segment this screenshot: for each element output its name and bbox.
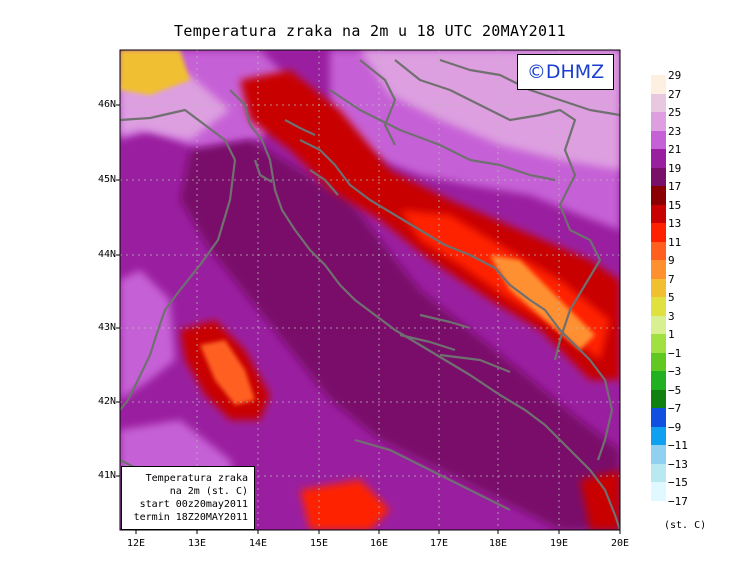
colorbar-swatch xyxy=(651,241,666,260)
colorbar-swatch xyxy=(651,204,666,223)
colorbar-label: 3 xyxy=(668,309,675,323)
colorbar-label: 11 xyxy=(668,235,682,249)
colorbar-label: 1 xyxy=(668,328,675,341)
x-tick-13e: 13E xyxy=(187,538,207,549)
x-tick-20e: 20E xyxy=(610,538,630,549)
graticule xyxy=(120,50,620,530)
colorbar-label: 25 xyxy=(668,106,682,119)
colorbar-swatch xyxy=(651,167,666,186)
south-east-hot-spot xyxy=(580,470,620,530)
colorbar-label: 19 xyxy=(668,161,682,175)
colorbar-swatch xyxy=(651,334,666,353)
colorbar-swatch xyxy=(651,482,666,501)
colorbar-swatch xyxy=(651,389,666,408)
y-tick-46n: 46N xyxy=(97,99,116,110)
y-tick-44n: 44N xyxy=(97,249,116,260)
colorbar-label: 29 xyxy=(668,69,682,82)
colorbar-swatch xyxy=(651,278,666,297)
dhmz-credit: ©DHMZ xyxy=(517,54,614,90)
x-tick-17e: 17E xyxy=(429,538,449,549)
y-tick-42n: 42N xyxy=(97,396,116,407)
x-tick-19e: 19E xyxy=(549,538,569,549)
colorbar-swatch xyxy=(651,149,666,168)
x-tick-18e: 18E xyxy=(488,538,508,549)
x-tick-12e: 12E xyxy=(126,538,146,549)
italy-hot-core xyxy=(200,340,255,405)
coastlines-and-borders xyxy=(120,58,620,530)
colorbar-swatch xyxy=(651,260,666,279)
colorbar-label: −11 xyxy=(668,439,688,452)
info-line-units: na 2m (st. C) xyxy=(169,486,248,497)
info-line-termin: termin 18Z20MAY2011 xyxy=(133,512,248,523)
colorbar-label: −5 xyxy=(668,383,682,397)
colorbar-label: 5 xyxy=(668,291,675,304)
x-tick-14e: 14E xyxy=(248,538,268,549)
y-tick-45n: 45N xyxy=(97,174,116,185)
colorbar xyxy=(651,75,666,501)
colorbar-swatch xyxy=(651,186,666,205)
coastal-hottest xyxy=(490,255,595,350)
colorbar-label: 13 xyxy=(668,217,682,230)
south-hot-spot xyxy=(300,480,390,530)
colorbar-swatch xyxy=(651,130,666,149)
colorbar-swatch xyxy=(651,371,666,390)
colorbar-label: 17 xyxy=(668,180,682,193)
info-box: Temperatura zraka na 2m (st. C) start 00… xyxy=(121,466,255,530)
north-west-hot-corner xyxy=(120,50,190,95)
colorbar-swatch xyxy=(651,445,666,464)
colorbar-swatch xyxy=(651,93,666,112)
y-tick-43n: 43N xyxy=(97,322,116,333)
colorbar-label: 15 xyxy=(668,198,682,212)
colorbar-label: 27 xyxy=(668,87,682,101)
colorbar-swatch xyxy=(651,463,666,482)
colorbar-label: −9 xyxy=(668,420,682,434)
x-tick-16e: 16E xyxy=(369,538,389,549)
colorbar-label: −13 xyxy=(668,457,688,471)
colorbar-label: 23 xyxy=(668,124,682,138)
colorbar-swatch xyxy=(651,352,666,371)
info-line-variable: Temperatura zraka xyxy=(145,473,248,484)
colorbar-swatch xyxy=(651,315,666,334)
colorbar-swatch xyxy=(651,426,666,445)
italy-coast-cool xyxy=(120,270,175,400)
colorbar-label: 7 xyxy=(668,272,675,286)
colorbar-swatch xyxy=(651,223,666,242)
colorbar-units: (st. C) xyxy=(664,520,707,531)
colorbar-label: 21 xyxy=(668,143,682,156)
colorbar-swatch xyxy=(651,75,666,94)
tick-marks xyxy=(116,104,621,534)
colorbar-label: −17 xyxy=(668,494,688,508)
map-frame xyxy=(119,49,621,531)
colorbar-swatch xyxy=(651,408,666,427)
colorbar-swatch xyxy=(651,297,666,316)
colorbar-label: −7 xyxy=(668,402,682,415)
x-tick-15e: 15E xyxy=(309,538,329,549)
colorbar-label: −1 xyxy=(668,346,682,360)
colorbar-label: −3 xyxy=(668,365,682,378)
info-line-start: start 00z20may2011 xyxy=(139,499,248,510)
colorbar-swatch xyxy=(651,112,666,131)
map-title: Temperatura zraka na 2m u 18 UTC 20MAY20… xyxy=(174,22,566,40)
y-tick-41n: 41N xyxy=(97,470,116,481)
colorbar-label: −15 xyxy=(668,476,688,489)
colorbar-label: 9 xyxy=(668,254,675,267)
